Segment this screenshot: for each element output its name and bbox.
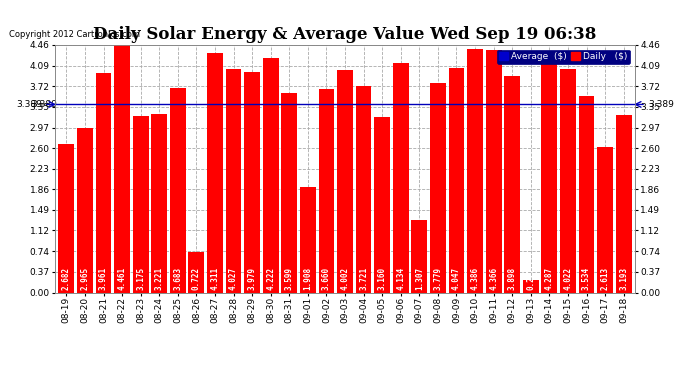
Bar (560, 69, 576, 292)
Bar (132, 116, 148, 292)
Text: 2.682: 2.682 (62, 267, 71, 290)
Text: 3.175: 3.175 (136, 267, 145, 290)
Text: 3.660: 3.660 (322, 267, 331, 290)
Text: 0.227: 0.227 (526, 267, 535, 290)
Text: 4.134: 4.134 (396, 267, 405, 290)
Bar (467, 49, 483, 292)
Text: 4.366: 4.366 (489, 267, 498, 290)
Text: 3.961: 3.961 (99, 267, 108, 290)
Text: 0.722: 0.722 (192, 267, 201, 290)
Text: 4.027: 4.027 (229, 267, 238, 290)
Text: 3.898: 3.898 (508, 267, 517, 290)
Bar (374, 117, 390, 292)
Bar (96, 73, 111, 292)
Text: 3.979: 3.979 (248, 267, 257, 290)
Bar (579, 96, 594, 292)
Text: 4.287: 4.287 (545, 267, 554, 290)
Bar (300, 187, 316, 292)
Bar (188, 252, 204, 292)
Bar (151, 114, 167, 292)
Text: 3.389: 3.389 (31, 100, 57, 109)
Legend: Average  ($), Daily   ($): Average ($), Daily ($) (497, 50, 630, 64)
Text: 3.160: 3.160 (377, 267, 386, 290)
Bar (59, 144, 75, 292)
Bar (355, 86, 371, 292)
Bar (170, 88, 186, 292)
Bar (393, 63, 408, 292)
Text: 3.534: 3.534 (582, 267, 591, 290)
Bar (504, 76, 520, 292)
Bar (114, 45, 130, 292)
Text: Copyright 2012 Cartronics.com: Copyright 2012 Cartronics.com (9, 30, 140, 39)
Text: 1.908: 1.908 (304, 267, 313, 290)
Bar (597, 147, 613, 292)
Text: 3.221: 3.221 (155, 267, 164, 290)
Text: 4.022: 4.022 (564, 267, 573, 290)
Bar (486, 50, 502, 292)
Text: 3.599: 3.599 (285, 267, 294, 290)
Text: 4.386: 4.386 (471, 267, 480, 290)
Bar (411, 220, 427, 292)
Title: Daily Solar Energy & Average Value Wed Sep 19 06:38: Daily Solar Energy & Average Value Wed S… (93, 27, 597, 44)
Bar (77, 128, 93, 292)
Text: 3.389: 3.389 (649, 100, 675, 109)
Text: 1.307: 1.307 (415, 267, 424, 290)
Text: 3.193: 3.193 (619, 267, 628, 290)
Bar (542, 55, 558, 292)
Bar (263, 58, 279, 292)
Bar (615, 115, 631, 292)
Text: 3.721: 3.721 (359, 267, 368, 290)
Text: 4.047: 4.047 (452, 267, 461, 290)
Text: 3.683: 3.683 (173, 267, 182, 290)
Bar (244, 72, 260, 292)
Bar (319, 89, 335, 292)
Text: 3.389: 3.389 (17, 100, 42, 109)
Text: 2.965: 2.965 (81, 267, 90, 290)
Text: 4.461: 4.461 (117, 267, 126, 290)
Bar (282, 93, 297, 292)
Bar (226, 69, 241, 292)
Text: 3.779: 3.779 (433, 267, 442, 290)
Bar (448, 68, 464, 292)
Text: 2.613: 2.613 (600, 267, 609, 290)
Text: 4.311: 4.311 (210, 267, 219, 290)
Bar (430, 83, 446, 292)
Bar (337, 70, 353, 292)
Text: 4.222: 4.222 (266, 267, 275, 290)
Text: 4.002: 4.002 (340, 267, 350, 290)
Bar (207, 53, 223, 292)
Bar (523, 280, 539, 292)
